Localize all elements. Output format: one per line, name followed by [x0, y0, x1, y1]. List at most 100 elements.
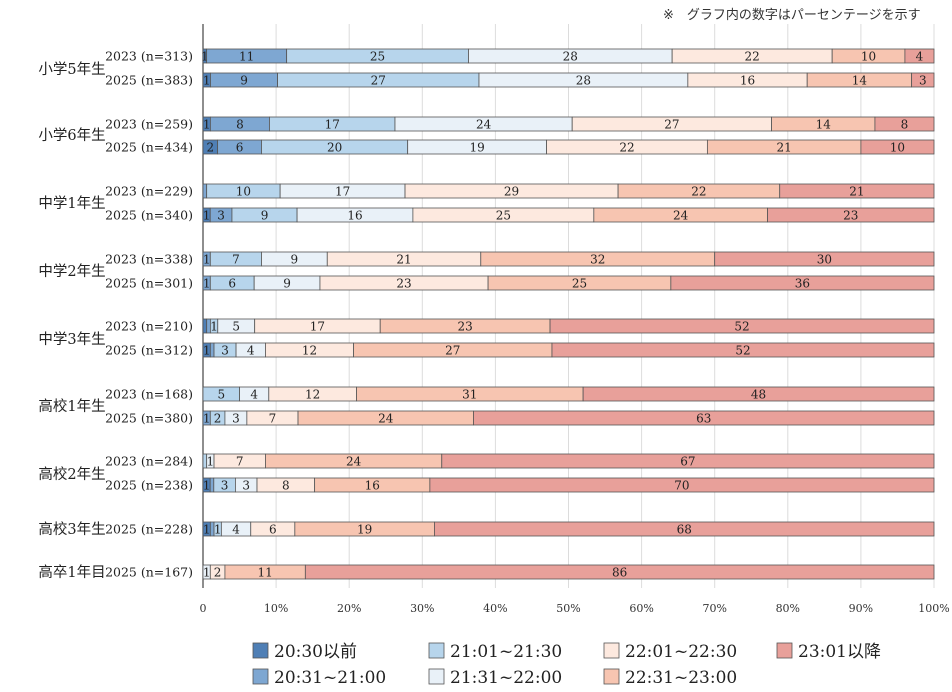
- data-label: 22: [745, 49, 760, 63]
- data-label: 1: [203, 73, 211, 87]
- x-tick-label: 30%: [410, 602, 434, 615]
- data-label: 12: [305, 387, 320, 401]
- data-label: 7: [232, 252, 240, 266]
- data-label: 6: [236, 140, 244, 154]
- data-label: 10: [861, 49, 876, 63]
- x-tick-label: 60%: [629, 602, 653, 615]
- data-label: 23: [843, 208, 858, 222]
- data-label: 30: [817, 252, 832, 266]
- data-label: 1: [201, 49, 209, 63]
- x-tick-label: 40%: [483, 602, 507, 615]
- data-label: 1: [203, 522, 211, 536]
- data-label: 28: [576, 73, 591, 87]
- data-label: 22: [691, 184, 706, 198]
- data-label: 10: [890, 140, 905, 154]
- row-label: 2023 (n=210): [105, 319, 193, 334]
- legend-swatch: [603, 642, 620, 659]
- data-label: 7: [236, 454, 244, 468]
- data-label: 68: [677, 522, 692, 536]
- data-label: 52: [734, 319, 749, 333]
- legend-label: 22:01~22:30: [625, 642, 737, 662]
- bar-segment: [714, 251, 935, 267]
- group-label: 中学3年生: [38, 331, 105, 348]
- data-label: 17: [325, 117, 340, 131]
- data-label: 19: [469, 140, 484, 154]
- x-tick-label: 80%: [776, 602, 800, 615]
- data-label: 2: [214, 565, 222, 579]
- bar-segment: [473, 410, 935, 426]
- data-label: 63: [696, 411, 711, 425]
- bar-segment: [904, 48, 935, 64]
- x-tick-label: 70%: [702, 602, 726, 615]
- data-label: 70: [674, 478, 689, 492]
- data-label: 11: [239, 49, 254, 63]
- bar-segment: [434, 521, 935, 537]
- data-label: 21: [396, 252, 411, 266]
- row-label: 2025 (n=383): [105, 73, 193, 88]
- data-label: 25: [572, 276, 587, 290]
- data-label: 17: [310, 319, 325, 333]
- bar-segment: [209, 342, 215, 358]
- bar-segment: [670, 275, 935, 291]
- row-label: 2025 (n=238): [105, 478, 193, 493]
- legend-swatch: [252, 668, 269, 685]
- data-label: 1: [203, 117, 211, 131]
- data-label: 1: [203, 276, 211, 290]
- bar-segment: [582, 386, 935, 402]
- data-label: 4: [916, 49, 924, 63]
- legend-label: 21:31~22:00: [450, 668, 562, 688]
- data-label: 28: [563, 49, 578, 63]
- data-label: 4: [247, 343, 255, 357]
- row-label: 2023 (n=313): [105, 49, 193, 64]
- chart-note: ※ グラフ内の数字はパーセンテージを示す: [663, 8, 921, 23]
- data-label: 4: [250, 387, 258, 401]
- data-label: 9: [261, 208, 269, 222]
- x-tick-label: 20%: [337, 602, 361, 615]
- bar-segment: [549, 318, 935, 334]
- legend-swatch: [428, 642, 445, 659]
- data-label: 1: [203, 252, 211, 266]
- data-label: 16: [365, 478, 380, 492]
- row-label: 2023 (n=338): [105, 252, 193, 267]
- data-label: 31: [462, 387, 477, 401]
- row-label: 2025 (n=312): [105, 343, 193, 358]
- data-label: 7: [269, 411, 277, 425]
- x-tick-label: 100%: [918, 602, 949, 615]
- legend-swatch: [428, 668, 445, 685]
- data-label: 1: [203, 411, 211, 425]
- legend-swatch: [603, 668, 620, 685]
- data-label: 6: [228, 276, 236, 290]
- bar-segment: [911, 72, 935, 88]
- legend-label: 20:31~21:00: [274, 668, 386, 688]
- data-label: 12: [302, 343, 317, 357]
- data-label: 8: [236, 117, 244, 131]
- row-label: 2025 (n=380): [105, 411, 193, 426]
- data-label: 1: [214, 522, 222, 536]
- data-label: 9: [291, 252, 299, 266]
- data-label: 25: [496, 208, 511, 222]
- data-label: 23: [457, 319, 472, 333]
- legend-label: 20:30以前: [274, 642, 357, 662]
- bar-segment: [202, 183, 208, 199]
- legend-label: 21:01~21:30: [450, 642, 562, 662]
- data-label: 29: [504, 184, 519, 198]
- bar-segment: [304, 564, 935, 580]
- legend-swatch: [776, 642, 793, 659]
- data-label: 1: [203, 478, 211, 492]
- data-label: 9: [240, 73, 248, 87]
- bar-segment: [779, 183, 935, 199]
- data-label: 23: [396, 276, 411, 290]
- x-tick-label: 90%: [849, 602, 873, 615]
- data-label: 67: [680, 454, 695, 468]
- data-label: 24: [378, 411, 394, 425]
- data-label: 3: [221, 343, 229, 357]
- row-label: 2023 (n=229): [105, 184, 193, 199]
- data-label: 16: [740, 73, 755, 87]
- data-label: 36: [795, 276, 810, 290]
- data-label: 11: [257, 565, 272, 579]
- data-label: 20: [327, 140, 342, 154]
- data-label: 24: [346, 454, 362, 468]
- data-label: 2: [206, 140, 214, 154]
- data-label: 3: [242, 478, 250, 492]
- data-label: 14: [816, 117, 832, 131]
